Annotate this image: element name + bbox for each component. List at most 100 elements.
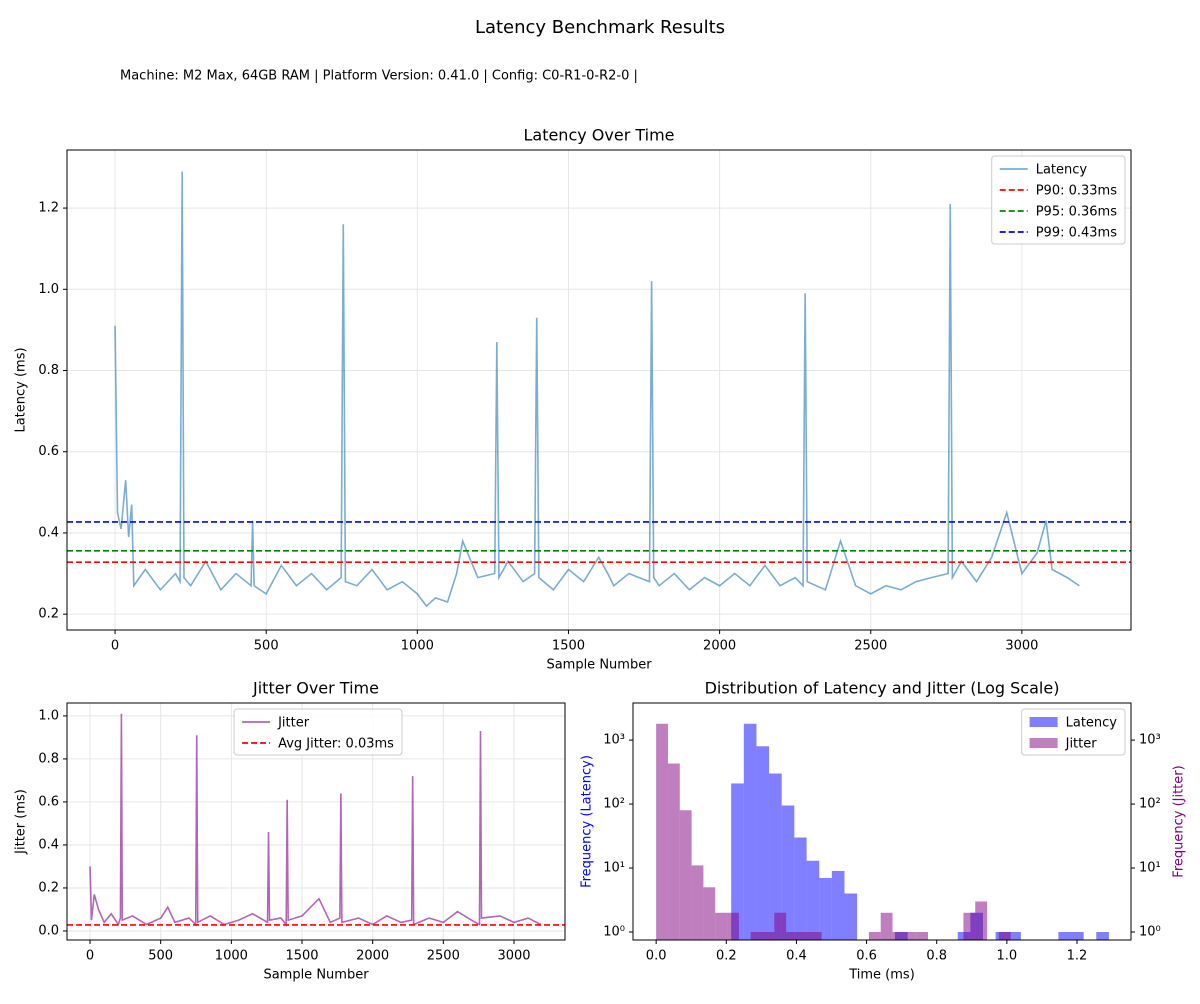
- histogram-bar: [731, 783, 744, 940]
- legend-label: P95: 0.36ms: [1036, 205, 1118, 220]
- histogram-bar: [727, 912, 739, 940]
- histogram-bar: [844, 893, 858, 940]
- histogram-bar: [756, 746, 770, 940]
- histogram-bar: [703, 887, 716, 940]
- legend-label: Latency: [1036, 163, 1088, 178]
- subplot-title: Distribution of Latency and Jitter (Log …: [705, 679, 1060, 698]
- y-tick-label: 10³: [603, 733, 625, 748]
- legend-label: Avg Jitter: 0.03ms: [278, 737, 394, 752]
- figure-subtitle: Machine: M2 Max, 64GB RAM | Platform Ver…: [120, 69, 638, 84]
- series-line: [89, 713, 542, 927]
- legend-swatch: [1029, 717, 1058, 727]
- subplot: 0.0 0.2 0.4 0.6 0.8 1.0 1.2 10⁰ 10¹ 10² 10³ 10⁰ 10¹ 1…: [580, 679, 1187, 983]
- legend: Jitter Avg Jitter: 0.03ms: [233, 708, 403, 756]
- histogram-bar: [797, 932, 810, 940]
- y-tick-label: 0.2: [38, 607, 59, 622]
- x-axis-label: Time (ms): [848, 968, 915, 983]
- x-tick-label: 0.8: [926, 949, 947, 964]
- x-tick-label: 0.4: [786, 949, 807, 964]
- histogram-bar: [963, 912, 976, 940]
- x-tick-label: 0: [86, 949, 94, 964]
- histogram-bar: [715, 912, 728, 940]
- histogram-bar: [743, 723, 757, 940]
- x-tick-label: 1500: [552, 639, 585, 654]
- histogram-bar: [868, 932, 881, 940]
- y-tick-label: 1.0: [38, 282, 59, 297]
- series-line: [114, 171, 1080, 608]
- legend-label: Jitter: [1065, 737, 1098, 752]
- x-tick-label: 3000: [1005, 639, 1038, 654]
- y2-tick-label: 10³: [1139, 733, 1161, 748]
- x-tick-label: 0.6: [856, 949, 877, 964]
- subplot: 0 500 1000 1500 2000 2500 3000 0.0 0.2 0.4 0.6 0.8 1…: [14, 679, 566, 983]
- x-tick-label: 500: [148, 949, 173, 964]
- y-tick-label: 1.2: [38, 201, 59, 216]
- y-tick-label: 0.6: [38, 794, 59, 809]
- histogram-bar: [892, 932, 905, 940]
- histogram-bar: [1058, 932, 1072, 940]
- subplot-title: Jitter Over Time: [252, 679, 379, 698]
- y2-tick-label: 10⁰: [1139, 925, 1161, 940]
- histogram-bar: [819, 877, 832, 940]
- x-tick-label: 1500: [285, 949, 318, 964]
- legend-label: P90: 0.33ms: [1036, 184, 1118, 199]
- legend-label: Latency: [1066, 716, 1118, 731]
- histogram-bar: [809, 932, 822, 940]
- x-tick-label: 1.2: [1067, 949, 1088, 964]
- legend-label: P99: 0.43ms: [1036, 226, 1118, 241]
- y-tick-label: 0.0: [38, 923, 59, 938]
- histogram-bar: [904, 932, 917, 940]
- histogram-bar: [781, 805, 795, 940]
- x-tick-label: 0.0: [646, 949, 667, 964]
- y-axis-label: Latency (ms): [14, 347, 29, 432]
- histogram-bar: [656, 723, 668, 940]
- histogram-bar: [1096, 932, 1109, 940]
- y-tick-label: 10¹: [603, 861, 625, 876]
- legend: Latency P90: 0.33ms P95: 0.36ms P99: 0.43ms: [991, 155, 1126, 245]
- histogram-bar: [998, 932, 1011, 940]
- y-tick-label: 0.8: [38, 363, 59, 378]
- x-tick-label: 0: [111, 639, 119, 654]
- x-tick-label: 2500: [427, 949, 460, 964]
- y-axis-label: Frequency (Latency): [580, 755, 595, 888]
- y-axis-label: Jitter (ms): [14, 789, 29, 855]
- axes-frame: [66, 702, 566, 941]
- histogram-bar: [691, 865, 704, 940]
- legend-box: [991, 155, 1126, 245]
- histogram-bar: [916, 932, 928, 940]
- legend-box: [233, 708, 403, 756]
- histogram-bar: [679, 810, 692, 940]
- axes-frame: [66, 149, 1132, 631]
- x-tick-label: 1000: [401, 639, 434, 654]
- y-tick-label: 10²: [603, 797, 625, 812]
- y-tick-label: 0.4: [38, 837, 59, 852]
- histogram-bar: [794, 837, 807, 940]
- legend-swatch: [1029, 738, 1058, 748]
- histogram-bar: [667, 763, 680, 940]
- x-tick-label: 2500: [854, 639, 887, 654]
- histogram-bar: [769, 773, 782, 940]
- x-tick-label: 3000: [497, 949, 530, 964]
- y2-tick-label: 10¹: [1139, 861, 1161, 876]
- x-tick-label: 0.2: [716, 949, 737, 964]
- y-tick-label: 10⁰: [603, 925, 625, 940]
- histogram-bar: [762, 932, 775, 940]
- y2-tick-label: 10²: [1139, 797, 1161, 812]
- subplot: 0 500 1000 1500 2000 2500 3000 0.2 0.4 0.6 0.8 1.0 1…: [14, 126, 1132, 673]
- histogram-bar: [975, 901, 988, 940]
- axes-frame: [632, 702, 1132, 941]
- y-tick-label: 0.6: [38, 444, 59, 459]
- x-tick-label: 1.0: [997, 949, 1018, 964]
- histogram-bar: [774, 912, 787, 940]
- histogram-bar: [831, 870, 845, 940]
- x-tick-label: 500: [254, 639, 279, 654]
- histogram-bar: [750, 932, 763, 940]
- y-tick-label: 0.8: [38, 751, 59, 766]
- y-tick-label: 0.2: [38, 880, 59, 895]
- x-tick-label: 2000: [356, 949, 389, 964]
- histogram-bar: [1071, 932, 1084, 940]
- histogram-bar: [786, 932, 798, 940]
- x-tick-label: 2000: [703, 639, 736, 654]
- x-axis-label: Sample Number: [546, 658, 652, 673]
